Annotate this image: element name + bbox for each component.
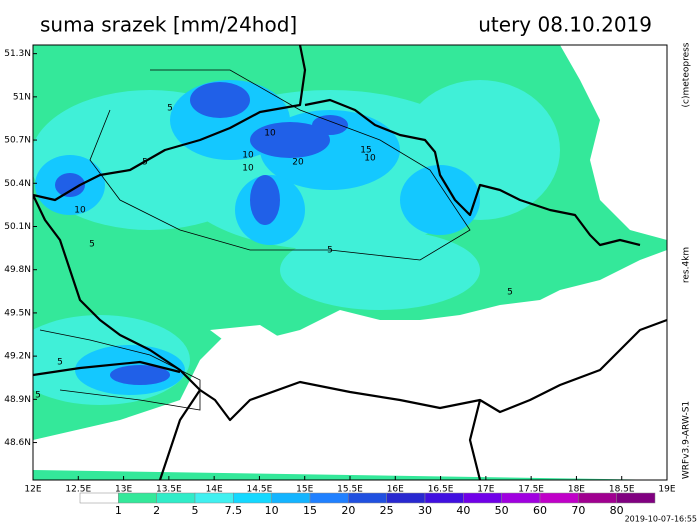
y-tick-label: 50.1N [4,222,31,232]
x-tick-label: 15E [296,485,313,495]
legend-swatch [348,492,387,504]
side-note: (c)meteopress [682,42,692,107]
contour-label: 5 [507,288,513,298]
field-cell [55,173,85,197]
y-tick-label: 48.6N [4,438,31,448]
contour-label: 10 [264,129,276,139]
contour-label: 5 [142,158,148,168]
country-border [304,98,641,247]
country-border [33,194,667,422]
contour-label: 20 [292,158,304,168]
legend-swatch [233,492,272,504]
y-tick-label: 51.3N [4,49,31,59]
legend-label: 20 [341,504,355,517]
legend-label: 80 [610,504,624,517]
field-cell [312,115,348,135]
x-tick-label: 12E [24,485,41,495]
side-note: res.4km [682,247,692,283]
legend-swatch [578,492,617,504]
country-border [33,45,307,202]
legend-swatch [463,492,502,504]
country-border [33,360,181,377]
x-tick-label: 12.5E [65,485,91,495]
contour-label: 10 [364,154,376,164]
contour-line [39,329,201,411]
legend-label: 10 [265,504,279,517]
field-cell [250,122,330,158]
legend-label: 1 [115,504,122,517]
precip-field [33,45,667,480]
x-tick-label: 18.5E [609,485,635,495]
x-tick-label: 13.5E [156,485,182,495]
legend-swatch [118,492,157,504]
country-border [468,399,482,480]
contour-line [89,69,471,261]
y-tick-label: 50.7N [4,136,31,146]
legend-label: 7.5 [225,504,243,517]
legend-label: 40 [456,504,470,517]
legend-label: 2 [153,504,160,517]
legend-swatch [539,492,579,504]
contour-label: 15 [360,146,371,156]
legend-label: 30 [418,504,432,517]
y-tick-label: 50.4N [4,179,31,189]
legend-swatch [424,492,464,504]
x-tick-label: 16.5E [428,485,454,495]
contour-label: 5 [89,240,95,250]
x-tick-label: 14.5E [247,485,273,495]
legend-label: 25 [380,504,394,517]
x-tick-label: 15.5E [337,485,363,495]
legend-label: 15 [303,504,317,517]
x-tick-label: 17.5E [518,485,544,495]
y-tick-label: 49.2N [4,352,31,362]
legend-swatch [386,492,426,504]
x-tick-label: 14E [206,485,223,495]
legend-label: 70 [571,504,585,517]
dry-area [210,325,300,360]
legend-swatch [194,492,234,504]
map-title: suma srazek [mm/24hod] [40,13,297,37]
legend-swatch [156,492,196,504]
y-tick-label: 51N [13,92,31,102]
x-tick-label: 13E [115,485,132,495]
x-tick-label: 16E [387,485,404,495]
x-tick-label: 19E [658,485,675,495]
country-border [158,389,201,480]
timestamp: 2019-10-07-16:55 [625,515,697,524]
map-date: utery 08.10.2019 [478,13,652,37]
contour-label: 5 [327,246,333,256]
field-cell [110,365,170,385]
legend-swatch [271,492,311,504]
contour-label: 5 [167,104,173,114]
dry-area [560,45,667,240]
y-tick-label: 49.8N [4,265,31,275]
contour-label: 10 [74,206,86,216]
x-tick-label: 17E [477,485,494,495]
field-cell [400,165,480,235]
dry-area [33,250,667,480]
contour-label: 5 [35,391,41,401]
contour-label: 10 [242,151,254,161]
legend-swatch [501,492,541,504]
legend-label: 60 [533,504,547,517]
x-tick-label: 18E [568,485,585,495]
y-tick-label: 48.9N [4,395,31,405]
contour-label: 10 [242,164,254,174]
field-cell [190,82,250,118]
y-tick-label: 49.5N [4,308,31,318]
side-note: WRFv3.9-ARW-S1 [682,401,692,479]
legend-swatch [309,492,349,504]
legend-label: 5 [192,504,199,517]
contour-label: 5 [57,358,63,368]
legend-swatch [79,492,119,504]
legend-swatch [616,492,656,504]
legend-label: 50 [495,504,509,517]
field-cell [250,175,280,225]
